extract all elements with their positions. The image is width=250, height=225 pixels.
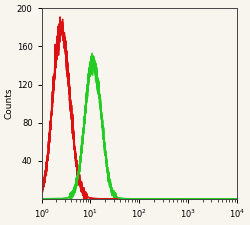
Y-axis label: Counts: Counts <box>5 88 14 119</box>
